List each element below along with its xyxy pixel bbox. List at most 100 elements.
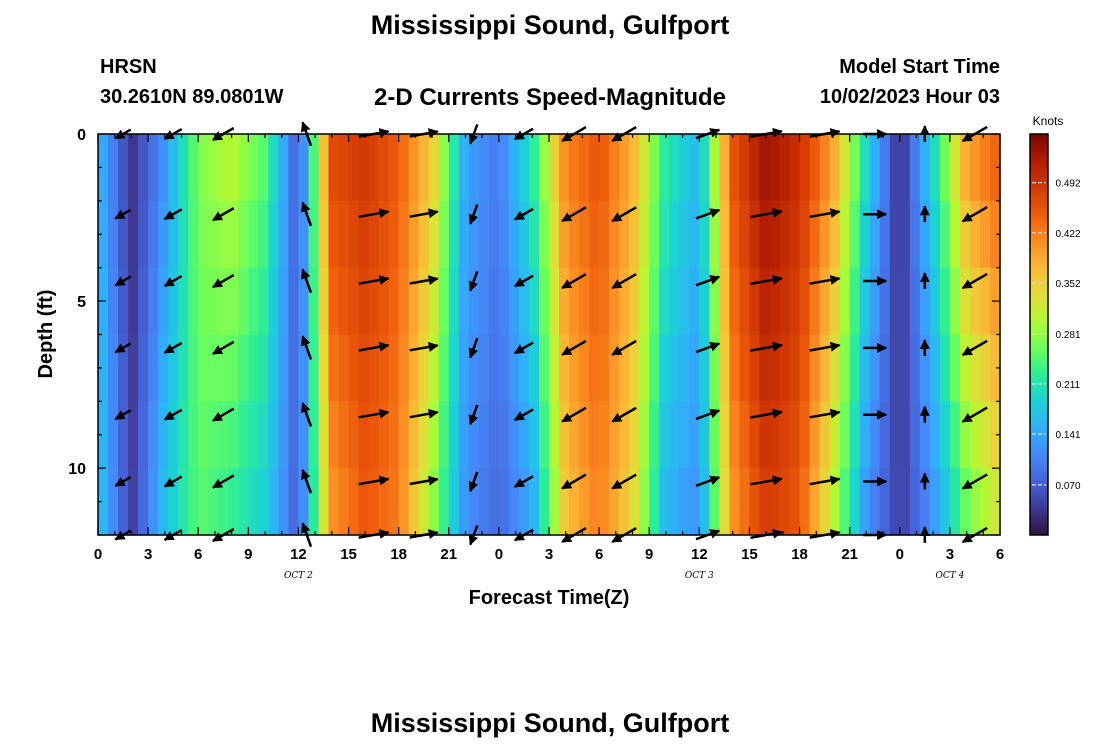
heat-cell [919,401,931,469]
current-vector [409,408,439,419]
heat-cell [679,468,690,536]
current-vector [611,406,637,423]
heat-cell [879,267,891,336]
current-vector [300,201,313,227]
heat-cell [518,134,530,202]
model-name: HRSN [100,56,157,78]
heat-cell [819,200,831,269]
heat-cell [599,267,610,336]
heat-cell [969,334,981,402]
heat-cell [609,267,620,336]
heat-cell [218,134,229,202]
heat-cell [669,134,680,202]
heat-cell [148,401,159,469]
heat-cell [278,468,290,536]
heat-cell [238,468,249,536]
heat-cell [769,134,781,202]
heat-cell [148,468,159,536]
station-coordinates: 30.2610N 89.0801W [100,86,284,108]
heat-cell [198,401,209,469]
heat-cell [559,134,570,202]
heat-cell [879,468,891,536]
heat-cell [468,134,480,202]
heat-cell [228,267,239,336]
current-vector [300,268,313,294]
current-vector [809,275,841,285]
heat-cell [388,401,400,469]
heat-cell [879,134,891,202]
heat-cell [799,334,811,402]
heat-cell [849,267,861,336]
heat-cell [138,200,149,269]
heat-cell [579,334,590,402]
heat-cell [719,267,730,336]
heat-cell [338,267,350,336]
heat-cell [138,468,149,536]
x-tick-label: 3 [946,546,954,563]
heat-cell [889,267,901,336]
heat-cell [659,401,670,469]
heat-cell [819,468,831,536]
heat-cell [308,401,320,469]
heat-cell [278,200,290,269]
heat-cell [218,200,229,269]
current-vector [695,341,721,354]
model-start-label: Model Start Time [839,56,1000,78]
heat-cell [749,134,761,202]
heat-cell [939,468,951,536]
heat-cell [268,134,279,202]
heat-cell [659,468,670,536]
heat-cell [408,468,420,536]
current-vector [358,408,390,419]
heat-cell [488,401,500,469]
heat-cell [408,134,420,202]
heat-cell [739,468,751,536]
heat-cell [809,468,821,536]
x-tick-label: 6 [194,546,202,563]
current-vector [358,275,390,285]
heat-cell [168,267,179,336]
heat-cell [549,401,560,469]
heat-cell [819,267,831,336]
heat-cell [639,468,650,536]
heat-cell [358,334,370,402]
heat-cell [128,267,139,336]
heat-cell [709,267,720,336]
heat-cell [929,200,941,269]
heat-cell [158,334,169,402]
current-vector [163,529,183,541]
heat-cell [879,334,891,402]
heat-cell [639,200,650,269]
heat-cell [188,200,199,269]
heat-cell [528,200,540,269]
heat-cell [148,334,159,402]
current-vector [695,529,721,541]
heat-cell [769,334,781,402]
heat-cell [849,134,861,202]
heat-cell [609,468,620,536]
heat-cell [178,200,189,269]
heat-cell [679,200,690,269]
heat-cell [689,200,700,269]
heat-cell [318,334,330,402]
x-tick-label: 12 [691,546,708,563]
heat-cell [799,468,811,536]
heat-cell [518,267,530,336]
heat-cell [528,267,540,336]
heat-cell [969,200,981,269]
heat-cell [649,200,660,269]
current-vector [513,408,534,422]
heat-cell [498,468,510,536]
heat-cell [518,334,530,402]
heat-cell [518,468,530,536]
heat-cell [869,334,881,402]
heat-cell [669,334,680,402]
current-vector [961,125,988,143]
heat-cell [228,200,239,269]
heat-cell [288,468,300,536]
heat-cell [228,401,239,469]
current-vector [561,273,587,290]
heat-cell [719,468,730,536]
heat-cell [599,200,610,269]
current-vector [611,527,637,543]
